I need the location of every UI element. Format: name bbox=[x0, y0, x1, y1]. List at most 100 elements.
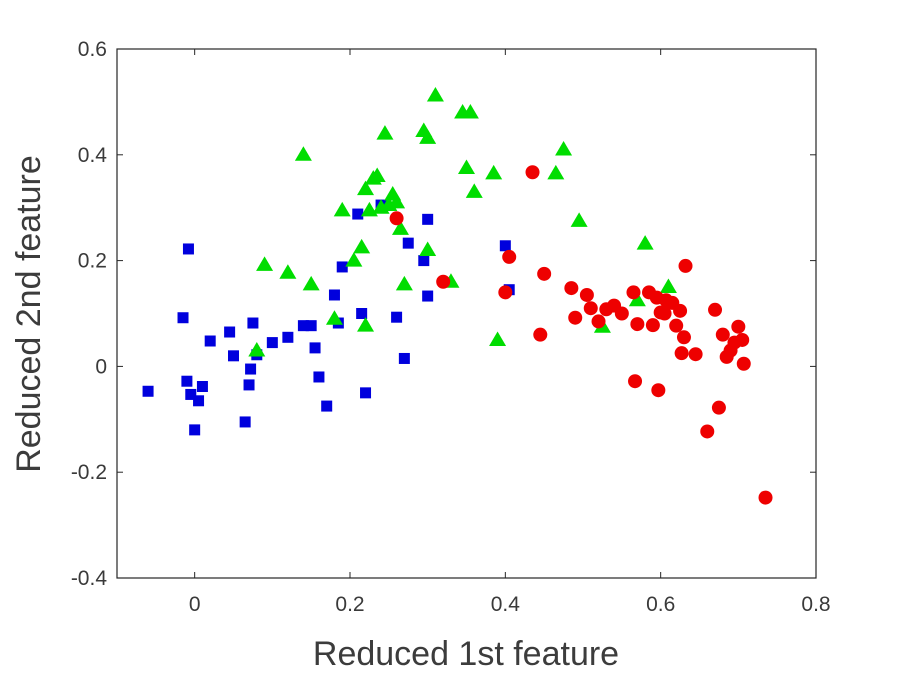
square-point bbox=[181, 375, 193, 387]
square-point bbox=[196, 381, 208, 393]
triangle-point bbox=[419, 241, 437, 257]
triangle-point bbox=[659, 278, 677, 294]
x-tick-label: 0.4 bbox=[491, 593, 521, 616]
triangle-point bbox=[555, 141, 573, 156]
circle-point bbox=[708, 302, 723, 317]
square-point bbox=[245, 363, 257, 375]
y-tick-label: 0 bbox=[95, 355, 107, 378]
triangle-point bbox=[628, 291, 646, 307]
x-tick-label: 0.6 bbox=[646, 593, 675, 616]
circle-point bbox=[676, 330, 691, 345]
circle-point bbox=[533, 327, 548, 342]
y-tick-label: 0.4 bbox=[78, 144, 108, 167]
square-point bbox=[398, 352, 410, 364]
square-point bbox=[321, 400, 333, 412]
square-point bbox=[422, 213, 434, 225]
circle-point bbox=[630, 317, 645, 332]
square-point bbox=[313, 371, 325, 383]
circle-point bbox=[583, 301, 598, 316]
triangle-point bbox=[345, 252, 363, 267]
circle-point bbox=[537, 266, 552, 281]
circle-point bbox=[626, 285, 641, 300]
y-tick-label: 0.2 bbox=[78, 250, 107, 273]
triangle-point bbox=[357, 180, 375, 196]
triangle-point bbox=[256, 256, 274, 271]
circle-point bbox=[436, 274, 451, 289]
triangle-point bbox=[461, 103, 479, 119]
square-point bbox=[352, 208, 364, 220]
y-axis-title: Reduced 2nd feature bbox=[10, 155, 48, 473]
circle-point bbox=[564, 281, 579, 296]
circle-point bbox=[614, 306, 629, 321]
square-point bbox=[185, 388, 197, 400]
circle-point bbox=[591, 314, 606, 329]
circle-point bbox=[568, 310, 583, 325]
triangle-point bbox=[333, 201, 351, 217]
square-point bbox=[247, 317, 259, 329]
circle-point bbox=[645, 318, 660, 333]
triangle-point bbox=[636, 235, 654, 250]
x-tick-label: 0 bbox=[189, 593, 201, 616]
triangle-point bbox=[279, 264, 297, 279]
square-point bbox=[499, 240, 511, 252]
triangle-point bbox=[248, 342, 266, 357]
data-markers bbox=[142, 87, 773, 505]
triangle-point bbox=[353, 238, 371, 254]
triangle-point bbox=[294, 146, 312, 161]
triangle-point bbox=[325, 310, 343, 325]
square-point bbox=[243, 379, 255, 391]
circle-point bbox=[735, 332, 750, 347]
circle-point bbox=[688, 347, 703, 362]
circle-point bbox=[498, 285, 513, 300]
square-point bbox=[336, 261, 348, 273]
circle-point bbox=[758, 490, 773, 505]
square-point bbox=[360, 387, 372, 399]
triangle-point bbox=[391, 220, 409, 235]
square-point bbox=[177, 312, 189, 324]
x-axis: 0 0.2 0.4 0.6 0.8 bbox=[189, 49, 831, 616]
square-point bbox=[328, 289, 340, 301]
plot-area bbox=[116, 48, 817, 579]
circle-point bbox=[711, 400, 726, 415]
square-point bbox=[356, 308, 368, 319]
square-point bbox=[142, 385, 154, 397]
circle-point bbox=[525, 165, 540, 180]
triangle-point bbox=[426, 87, 444, 102]
triangle-point bbox=[395, 275, 413, 291]
circle-point bbox=[502, 249, 517, 264]
triangle-point bbox=[302, 275, 320, 291]
triangle-point bbox=[376, 125, 394, 140]
triangle-point bbox=[368, 167, 386, 182]
triangle-point bbox=[485, 164, 503, 180]
circle-point bbox=[657, 306, 672, 321]
square-point bbox=[282, 331, 294, 343]
triangle-point bbox=[458, 159, 475, 175]
circle-point bbox=[579, 287, 594, 302]
circle-point bbox=[731, 319, 746, 334]
x-axis-title: Reduced 1st feature bbox=[313, 635, 619, 673]
y-tick-label: -0.2 bbox=[71, 461, 107, 484]
square-point bbox=[228, 350, 239, 362]
square-point bbox=[189, 424, 201, 436]
triangle-point bbox=[547, 164, 565, 180]
circle-point bbox=[669, 318, 684, 333]
square-point bbox=[224, 326, 236, 338]
circle-point bbox=[674, 346, 689, 361]
square-point bbox=[204, 335, 216, 347]
square-point bbox=[239, 416, 251, 428]
circle-point bbox=[651, 383, 666, 398]
square-point bbox=[266, 337, 278, 349]
circle-point bbox=[673, 303, 688, 318]
y-axis: -0.4 -0.2 0 0.2 0.4 0.6 bbox=[71, 38, 816, 590]
square-point bbox=[182, 243, 194, 255]
triangle-point bbox=[419, 129, 437, 144]
square-point bbox=[402, 237, 414, 249]
square-point bbox=[297, 320, 309, 332]
x-tick-label: 0.2 bbox=[335, 593, 364, 616]
circle-point bbox=[628, 374, 643, 389]
circle-point bbox=[700, 424, 715, 439]
square-point bbox=[391, 311, 403, 323]
x-tick-label: 0.8 bbox=[801, 593, 830, 616]
triangle-point bbox=[388, 193, 406, 209]
